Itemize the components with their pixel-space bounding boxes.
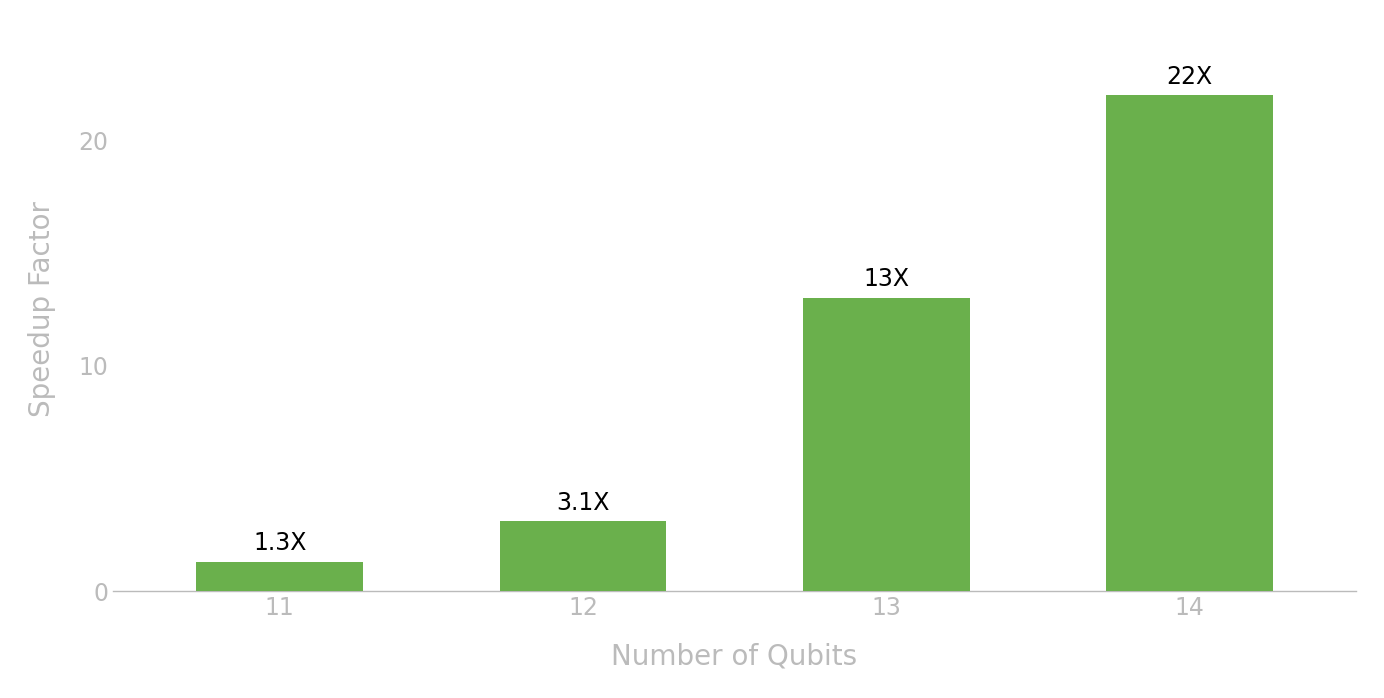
- Text: 13X: 13X: [864, 267, 909, 292]
- Text: 22X: 22X: [1167, 65, 1212, 89]
- Bar: [197, 562, 363, 591]
- Bar: [1106, 96, 1273, 591]
- Y-axis label: Speedup Factor: Speedup Factor: [28, 202, 55, 417]
- Text: 3.1X: 3.1X: [556, 491, 609, 514]
- Bar: [500, 521, 666, 591]
- Bar: [803, 298, 970, 591]
- Text: 1.3X: 1.3X: [253, 531, 306, 555]
- X-axis label: Number of Qubits: Number of Qubits: [612, 642, 858, 670]
